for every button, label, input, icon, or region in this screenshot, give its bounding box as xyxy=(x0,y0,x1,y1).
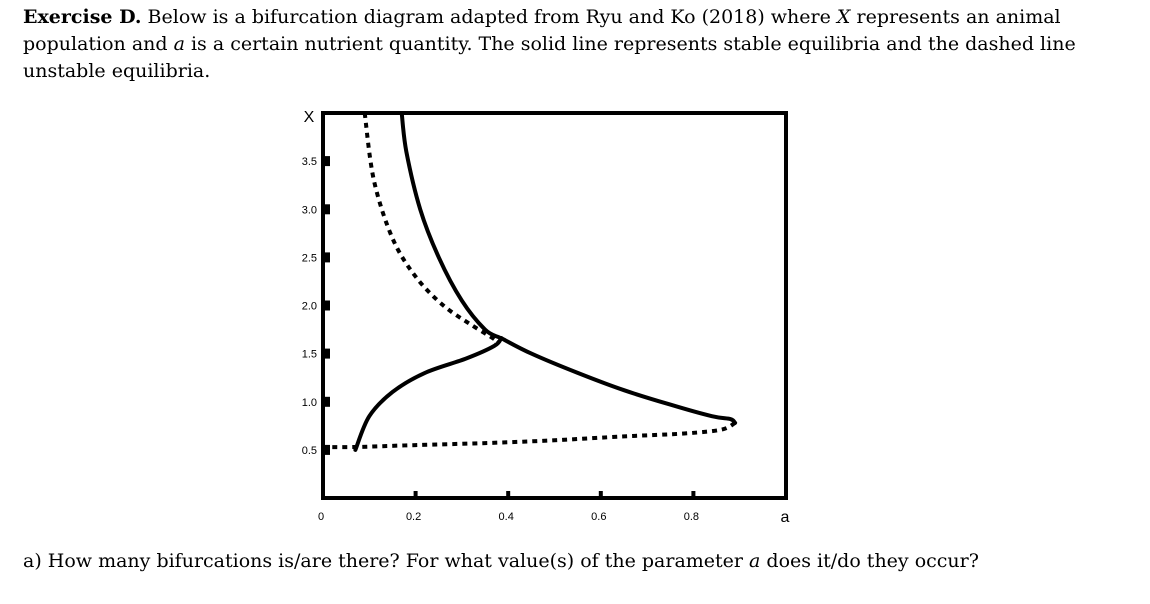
x-tick-label: 0.6 xyxy=(591,511,606,523)
x-tick-mark xyxy=(506,491,511,498)
ticks-layer: 0 0.2 0.4 0.6 0.8 0.5 1.0 1.5 2.0 2.5 3.0 3.5 xyxy=(302,156,699,523)
exercise-text: Exercise D. Below is a bifurcation diagr… xyxy=(23,4,1133,85)
stable-branch-3 xyxy=(353,336,504,452)
y-tick-mark xyxy=(323,348,330,359)
exercise-text-part-2: represents an animal population and xyxy=(23,6,1061,55)
y-tick-label: 0.5 xyxy=(302,445,317,457)
x-tick-mark xyxy=(691,491,696,498)
x-tick-label: 0.8 xyxy=(684,511,699,523)
stable-branch-1 xyxy=(399,111,504,341)
x-tick-label: 0.4 xyxy=(499,511,514,523)
exercise-text-part-3: is a certain nutrient quantity. The soli… xyxy=(23,33,1076,82)
exercise-text-part-1: Below is a bifurcation diagram adapted f… xyxy=(141,6,837,28)
y-tick-mark xyxy=(323,204,330,215)
x-tick-label: 0.2 xyxy=(406,511,421,523)
y-tick-mark xyxy=(323,300,330,311)
y-tick-mark xyxy=(323,156,330,167)
curves-layer xyxy=(322,111,738,452)
y-tick-label: 1.0 xyxy=(302,397,317,409)
y-tick-mark xyxy=(323,444,330,455)
variable-x: X xyxy=(836,6,851,28)
unstable-branch-2 xyxy=(362,112,503,346)
y-tick-label: 1.5 xyxy=(302,349,317,361)
x-tick-mark xyxy=(598,491,603,498)
question-a: a) How many bifurcations is/are there? F… xyxy=(23,548,979,575)
y-tick-label: 2.5 xyxy=(302,252,317,264)
question-variable-a: a xyxy=(749,550,761,572)
y-tick-mark xyxy=(323,396,330,407)
question-text-part-1: a) How many bifurcations is/are there? F… xyxy=(23,550,750,572)
x-tick-label: 0 xyxy=(318,511,324,523)
x-tick-mark xyxy=(413,491,418,498)
y-tick-label: 2.0 xyxy=(302,301,317,313)
variable-a: a xyxy=(173,33,185,55)
y-tick-label: 3.0 xyxy=(302,204,317,216)
y-tick-mark xyxy=(323,252,330,263)
question-text-part-2: does it/do they occur? xyxy=(760,550,979,572)
y-tick-label: 3.5 xyxy=(302,156,317,168)
x-axis-label: a xyxy=(781,509,790,526)
y-axis-label: X xyxy=(304,109,315,126)
stable-branch-4 xyxy=(499,336,738,425)
exercise-label: Exercise D. xyxy=(23,6,142,28)
unstable-branch-5 xyxy=(322,421,737,450)
